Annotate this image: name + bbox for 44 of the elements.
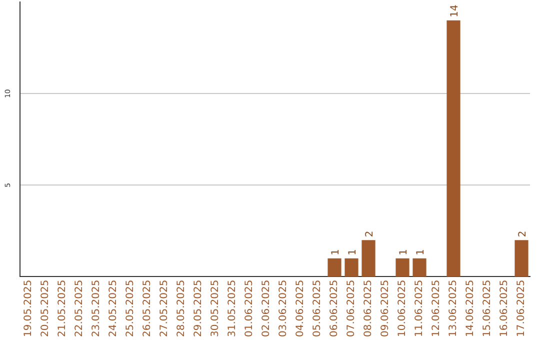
bar (344, 258, 358, 277)
x-tick-label: 30.05.2025 (210, 280, 222, 338)
bar (514, 240, 528, 277)
x-tick-label: 28.05.2025 (176, 280, 188, 338)
x-tick-label: 07.06.2025 (346, 280, 358, 338)
data-label: 1 (398, 249, 410, 256)
bar (396, 258, 410, 277)
x-tick-label: 03.06.2025 (278, 280, 290, 338)
data-label: 14 (450, 4, 460, 18)
x-tick-label: 27.05.2025 (159, 280, 170, 338)
x-tick-label: 25.05.2025 (125, 280, 136, 338)
x-tick-label: 06.06.2025 (329, 280, 340, 338)
x-tick-label: 31.05.2025 (227, 280, 238, 338)
x-tick-label: 14.06.2025 (465, 280, 476, 338)
x-tick-label: 16.06.2025 (499, 280, 510, 338)
bar (362, 240, 376, 277)
x-tick-label: 23.05.2025 (91, 280, 102, 338)
x-tick-label: 01.06.2025 (244, 280, 256, 338)
x-tick-label: 04.06.2025 (295, 280, 306, 338)
bar (412, 258, 426, 277)
x-tick-label: 09.06.2025 (380, 280, 392, 338)
x-tick-label: 21.05.2025 (57, 280, 68, 338)
x-tick-label: 05.06.2025 (312, 280, 324, 338)
x-tick-label: 15.06.2025 (482, 280, 494, 338)
bar (328, 258, 342, 277)
x-tick-label: 29.05.2025 (193, 280, 204, 338)
data-label: 2 (364, 230, 376, 238)
x-tick-label: 24.05.2025 (108, 280, 120, 338)
x-tick-label: 19.05.2025 (23, 280, 34, 338)
bar (446, 20, 460, 277)
x-tick-label: 20.05.2025 (40, 280, 52, 338)
x-tick-label: 08.06.2025 (363, 280, 374, 338)
data-label: 1 (348, 249, 358, 256)
data-label: 1 (416, 249, 426, 256)
x-tick-label: 11.06.2025 (414, 280, 426, 338)
x-tick-label: 13.06.2025 (448, 280, 460, 338)
x-tick-label: 26.05.2025 (142, 280, 154, 338)
x-tick-label: 02.06.2025 (261, 280, 272, 338)
data-label: 2 (518, 230, 528, 238)
data-label: 1 (330, 249, 342, 256)
x-tick-label: 10.06.2025 (397, 280, 408, 338)
x-tick-label: 22.05.2025 (74, 280, 86, 338)
x-tick-label: 17.06.2025 (516, 280, 528, 338)
x-tick-label: 12.06.2025 (431, 280, 442, 338)
